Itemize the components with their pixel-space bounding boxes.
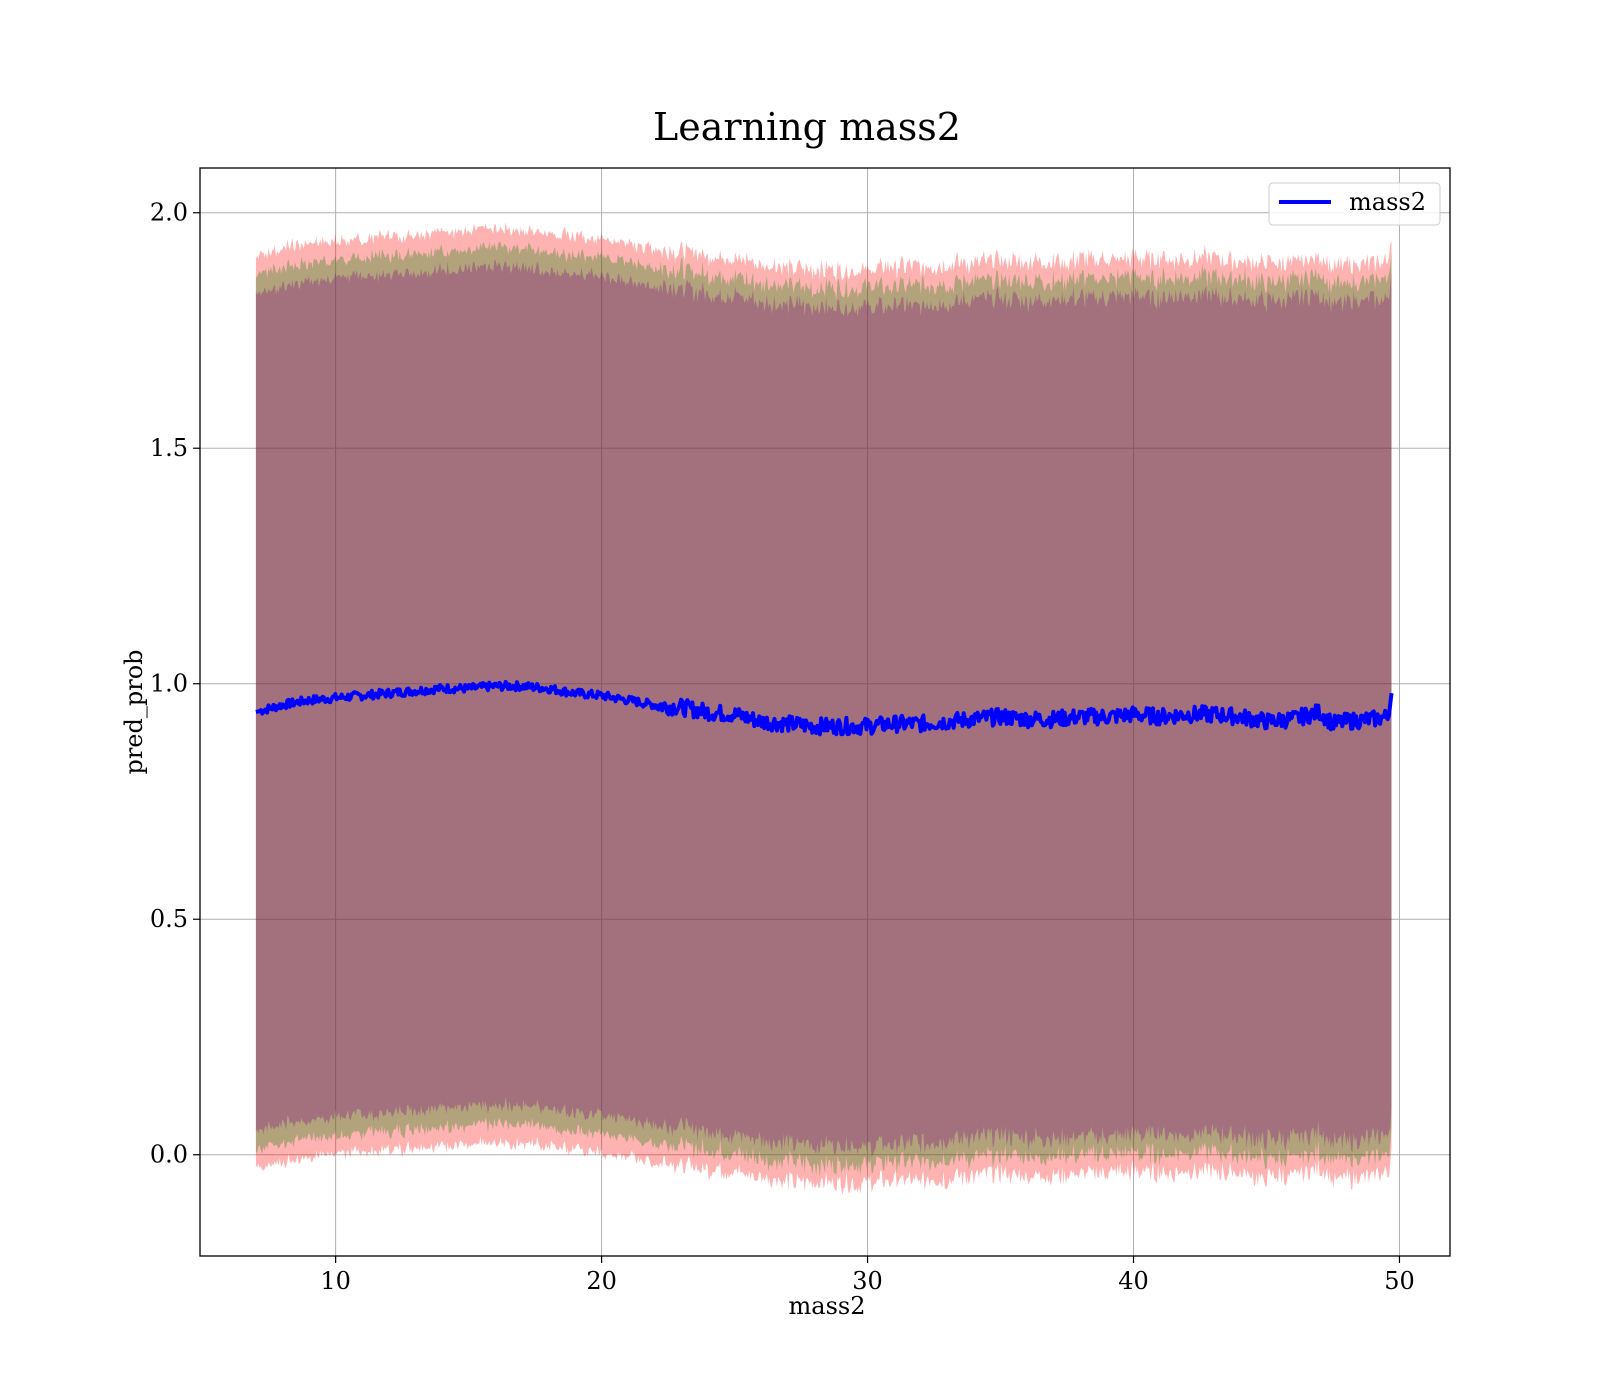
confidence-band-2	[255, 241, 1392, 1177]
chart-title: Learning mass2	[653, 105, 961, 149]
grid	[200, 168, 1450, 1256]
y-tick-label: 0.5	[150, 905, 188, 933]
x-axis-label: mass2	[789, 1292, 866, 1320]
series-line-mass2	[255, 679, 1394, 737]
series-lines	[255, 679, 1394, 737]
confidence-bands	[255, 222, 1392, 1195]
legend-box	[1268, 182, 1441, 226]
legend-label-mass2: mass2	[1349, 188, 1426, 216]
legend: mass2	[1268, 182, 1441, 226]
confidence-band-1	[255, 222, 1392, 1195]
y-tick-label: 0.0	[150, 1141, 188, 1169]
x-tick-label: 20	[586, 1267, 617, 1295]
confidence-band-3	[255, 260, 1392, 1158]
x-tick-label: 40	[1118, 1267, 1149, 1295]
x-tick-label: 10	[320, 1267, 351, 1295]
y-axis-ticks: 0.0 0.5 1.0 1.5 2.0	[150, 199, 200, 1169]
y-axis-label: pred_prob	[120, 649, 148, 774]
x-tick-label: 30	[852, 1267, 883, 1295]
x-tick-label: 50	[1384, 1267, 1415, 1295]
x-axis-ticks: 10 20 30 40 50	[320, 1256, 1415, 1295]
y-tick-label: 2.0	[150, 199, 188, 227]
y-tick-label: 1.0	[150, 670, 188, 698]
y-tick-label: 1.5	[150, 434, 188, 462]
plot-frame	[199, 167, 1451, 1257]
